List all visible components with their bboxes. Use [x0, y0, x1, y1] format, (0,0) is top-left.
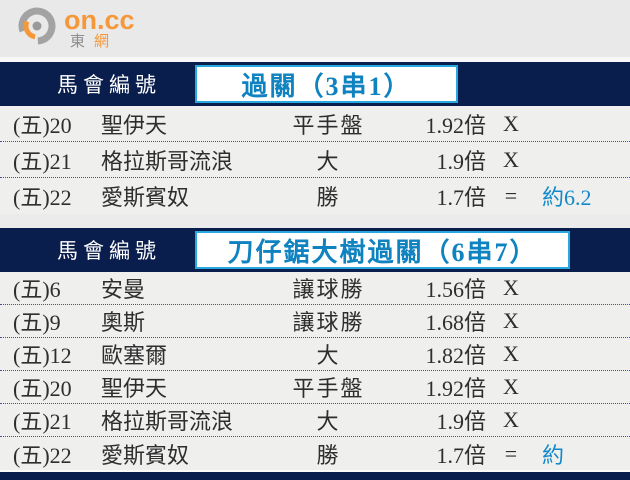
cell-odds: 1.82倍: [425, 343, 486, 368]
cell-no: (五)22: [13, 442, 72, 468]
oncc-swirl-icon: [16, 5, 58, 52]
cell-mark: =: [504, 183, 518, 208]
bottom-bar: [0, 470, 630, 480]
logo-text: on.cc 東網: [64, 7, 135, 50]
masthead: on.cc 東網: [0, 0, 630, 62]
cell-odds: 1.68倍: [425, 310, 486, 335]
brand-subtitle: 東網: [70, 34, 110, 50]
cell-no: (五)6: [13, 277, 61, 302]
cell-no: (五)20: [13, 376, 72, 401]
cell-bet: 大: [316, 409, 341, 434]
cell-no: (五)12: [13, 343, 72, 368]
table-1-title: 過關（3串1）: [241, 71, 412, 101]
table-1-title-box: 過關（3串1）: [195, 65, 458, 103]
cell-no: (五)22: [13, 185, 72, 210]
brand-name: on.cc: [64, 5, 135, 35]
cell-mark: X: [503, 407, 519, 432]
table-row: (五)21 格拉斯哥流浪 大 1.9倍 X: [0, 142, 630, 178]
cell-name: 愛斯賓奴: [101, 185, 190, 210]
cell-odds: 1.7倍: [436, 442, 486, 468]
table-row: (五)22 愛斯賓奴 勝 1.7倍 = 約: [0, 437, 630, 470]
cell-name: 安曼: [101, 277, 146, 302]
table-row: (五)9 奧斯 讓球勝 1.68倍 X: [0, 305, 630, 338]
cell-bet: 勝: [316, 442, 341, 468]
cell-no: (五)21: [13, 409, 72, 434]
cell-mark: X: [503, 110, 519, 136]
cell-bet: 讓球勝: [292, 277, 365, 302]
cell-bet: 大: [316, 148, 341, 174]
cell-extra: 約6.2: [542, 185, 592, 210]
cell-no: (五)20: [13, 112, 72, 138]
cell-mark: =: [504, 440, 518, 466]
table-2-header-label: 馬會編號: [57, 239, 161, 263]
table-1-rows: (五)20 聖伊天 平手盤 1.92倍 X (五)21 格拉斯哥流浪 大 1.9倍 X (五)22 愛…: [0, 106, 630, 214]
cell-mark: X: [503, 146, 519, 172]
cell-mark: X: [503, 308, 519, 333]
cell-no: (五)21: [13, 148, 72, 174]
table-row: (五)6 安曼 讓球勝 1.56倍 X: [0, 272, 630, 305]
oncc-logo[interactable]: on.cc 東網: [16, 5, 135, 52]
cell-name: 聖伊天: [101, 112, 168, 138]
cell-odds: 1.56倍: [425, 277, 486, 302]
cell-name: 歐塞爾: [101, 343, 168, 368]
cell-name: 聖伊天: [101, 376, 168, 401]
table-2-title-box: 刀仔鋸大樹過關（6串7）: [195, 231, 570, 269]
cell-bet: 勝: [316, 185, 341, 210]
table-1-header: 馬會編號 過關（3串1）: [0, 62, 630, 106]
cell-odds: 1.92倍: [425, 112, 486, 138]
table-1-header-label: 馬會編號: [57, 73, 161, 97]
cell-name: 奧斯: [101, 310, 146, 335]
table-row: (五)12 歐塞爾 大 1.82倍 X: [0, 338, 630, 371]
cell-name: 格拉斯哥流浪: [101, 148, 234, 174]
cell-mark: X: [503, 341, 519, 366]
cell-odds: 1.7倍: [436, 185, 486, 210]
cell-name: 格拉斯哥流浪: [101, 409, 234, 434]
section-gap: [0, 214, 630, 228]
cell-name: 愛斯賓奴: [101, 442, 190, 468]
cell-no: (五)9: [13, 310, 61, 335]
cell-bet: 平手盤: [292, 376, 365, 401]
cell-mark: X: [503, 374, 519, 399]
cell-odds: 1.9倍: [436, 409, 486, 434]
cell-mark: X: [503, 275, 519, 300]
parlay-table-1: 馬會編號 過關（3串1） (五)20 聖伊天 平手盤 1.92倍 X (五)21 格拉斯哥流…: [0, 62, 630, 214]
table-row: (五)20 聖伊天 平手盤 1.92倍 X: [0, 371, 630, 404]
table-row: (五)20 聖伊天 平手盤 1.92倍 X: [0, 106, 630, 142]
cell-odds: 1.9倍: [436, 148, 486, 174]
cell-odds: 1.92倍: [425, 376, 486, 401]
cell-bet: 平手盤: [292, 112, 365, 138]
table-2-header: 馬會編號 刀仔鋸大樹過關（6串7）: [0, 228, 630, 272]
table-row: (五)21 格拉斯哥流浪 大 1.9倍 X: [0, 404, 630, 437]
table-2-rows: (五)6 安曼 讓球勝 1.56倍 X (五)9 奧斯 讓球勝 1.68倍 X (五)12 歐塞爾大 1…: [0, 272, 630, 470]
cell-bet: 大: [316, 343, 341, 368]
table-row: (五)22 愛斯賓奴 勝 1.7倍 = 約6.2: [0, 178, 630, 214]
cell-extra: 約: [542, 442, 565, 468]
table-2-title: 刀仔鋸大樹過關（6串7）: [227, 237, 538, 267]
parlay-table-2: 馬會編號 刀仔鋸大樹過關（6串7） (五)6 安曼 讓球勝 1.56倍 X (五)9 奧斯讓…: [0, 228, 630, 470]
cell-bet: 讓球勝: [292, 310, 365, 335]
